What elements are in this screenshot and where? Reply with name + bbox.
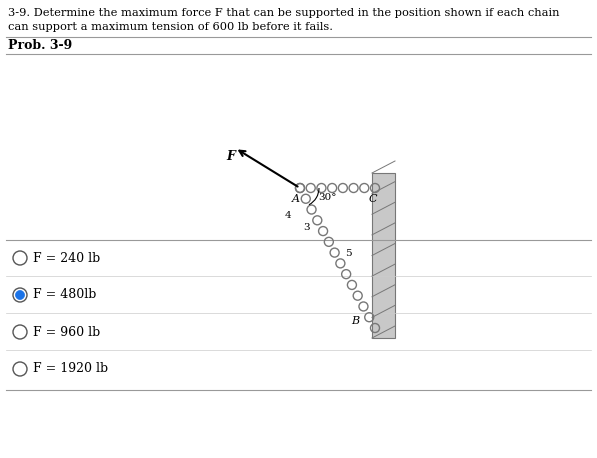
Text: 3-9. Determine the maximum force F that can be supported in the position shown i: 3-9. Determine the maximum force F that …: [8, 8, 559, 18]
Text: A: A: [292, 194, 300, 204]
Text: F = 1920 lb: F = 1920 lb: [33, 362, 108, 376]
Text: 4: 4: [285, 212, 291, 220]
Text: F: F: [227, 150, 235, 163]
Text: 5: 5: [346, 249, 352, 257]
Text: B: B: [351, 316, 359, 326]
Circle shape: [16, 290, 24, 300]
Text: 3: 3: [303, 223, 310, 231]
Polygon shape: [372, 173, 395, 338]
Text: Prob. 3-9: Prob. 3-9: [8, 39, 72, 52]
Text: can support a maximum tension of 600 lb before it fails.: can support a maximum tension of 600 lb …: [8, 22, 333, 32]
Text: F = 480lb: F = 480lb: [33, 289, 96, 301]
Text: F = 240 lb: F = 240 lb: [33, 251, 100, 265]
Text: C: C: [369, 194, 377, 204]
Text: F = 960 lb: F = 960 lb: [33, 326, 100, 338]
Text: 30°: 30°: [318, 193, 337, 202]
